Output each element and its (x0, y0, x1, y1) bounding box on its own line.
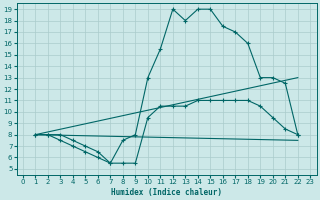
X-axis label: Humidex (Indice chaleur): Humidex (Indice chaleur) (111, 188, 222, 197)
